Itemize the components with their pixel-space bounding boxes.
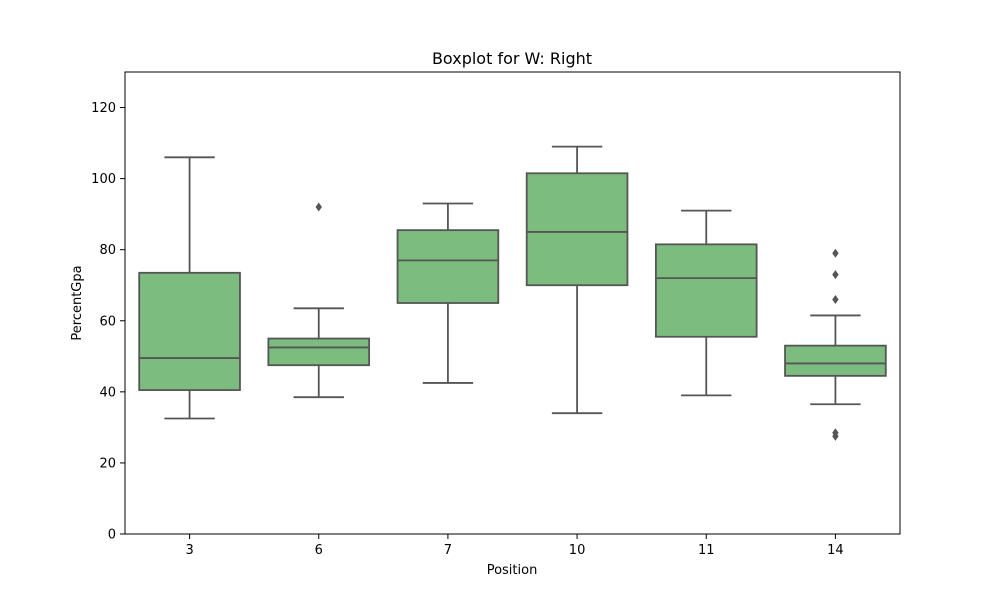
box-7 [396, 229, 500, 304]
outlier-point [832, 270, 839, 280]
x-tick-label: 10 [569, 543, 586, 558]
plot-area: 0 20 40 60 80 100 120 3 6 7 10 11 14 [91, 71, 901, 558]
y-tick-label: 60 [99, 314, 116, 329]
x-axis-title: Position [487, 563, 538, 578]
y-axis-title: PercentGpa [70, 265, 85, 340]
chart-title: Boxplot for W: Right [432, 49, 592, 68]
box-10 [525, 172, 629, 287]
y-tick-label: 40 [99, 385, 116, 400]
x-tick-label: 14 [827, 543, 844, 558]
x-tick-label: 3 [185, 543, 193, 558]
axes-frame [124, 71, 901, 535]
outlier-point [832, 294, 839, 304]
box-11 [654, 243, 758, 338]
y-tick-label: 120 [91, 101, 116, 116]
y-tick-label: 20 [99, 456, 116, 471]
y-tick-label: 100 [91, 172, 116, 187]
outlier-point [315, 202, 322, 212]
y-tick-label: 80 [99, 243, 116, 258]
box-6 [267, 337, 371, 367]
box-3 [138, 271, 241, 391]
box-14 [784, 344, 887, 377]
outlier-point [832, 248, 839, 258]
y-tick-label: 0 [108, 528, 116, 543]
x-tick-label: 7 [444, 543, 452, 558]
x-tick-label: 11 [698, 543, 715, 558]
outlier-point [832, 431, 839, 441]
x-tick-label: 6 [315, 543, 323, 558]
